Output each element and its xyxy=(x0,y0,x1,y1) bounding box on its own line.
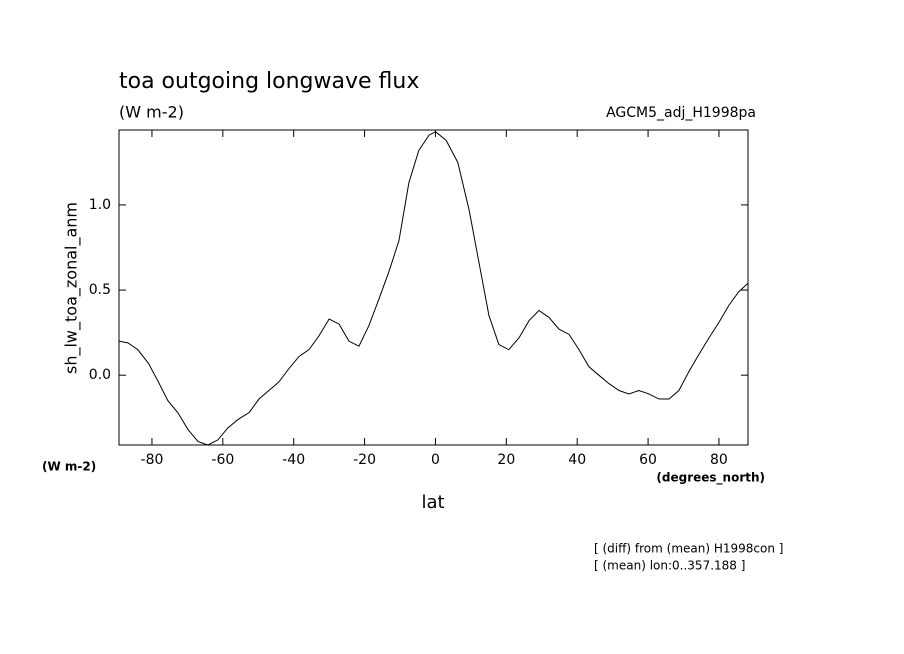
x-units: (degrees_north) xyxy=(656,471,765,486)
note: [ (diff) from (mean) H1998con ] xyxy=(594,542,783,556)
plot-frame xyxy=(118,129,749,446)
experiment: AGCM5_adj_H1998pa xyxy=(606,105,756,121)
x-tick-label: -20 xyxy=(353,452,376,468)
x-tick-label: -60 xyxy=(211,452,234,468)
x-tick-label: 0 xyxy=(431,452,440,468)
y-units: (W m-2) xyxy=(42,460,96,474)
data-line xyxy=(119,131,748,445)
y-tick-label: 1.0 xyxy=(89,197,111,213)
x-tick-label: 60 xyxy=(639,452,657,468)
note: [ (mean) lon:0..357.188 ] xyxy=(594,559,745,573)
x-tick-label: -80 xyxy=(141,452,164,468)
chart-title: toa outgoing longwave flux xyxy=(119,69,419,94)
y-axis-label: sh_lw_toa_zonal_anm xyxy=(62,202,82,374)
x-tick-label: 20 xyxy=(497,452,515,468)
x-axis-label: lat xyxy=(421,492,444,513)
x-tick-label: -40 xyxy=(282,452,305,468)
x-tick-label: 80 xyxy=(710,452,728,468)
y-tick-label: 0.5 xyxy=(89,282,111,298)
units: (W m-2) xyxy=(119,103,184,122)
x-tick-label: 40 xyxy=(568,452,586,468)
y-tick-label: 0.0 xyxy=(89,367,111,383)
